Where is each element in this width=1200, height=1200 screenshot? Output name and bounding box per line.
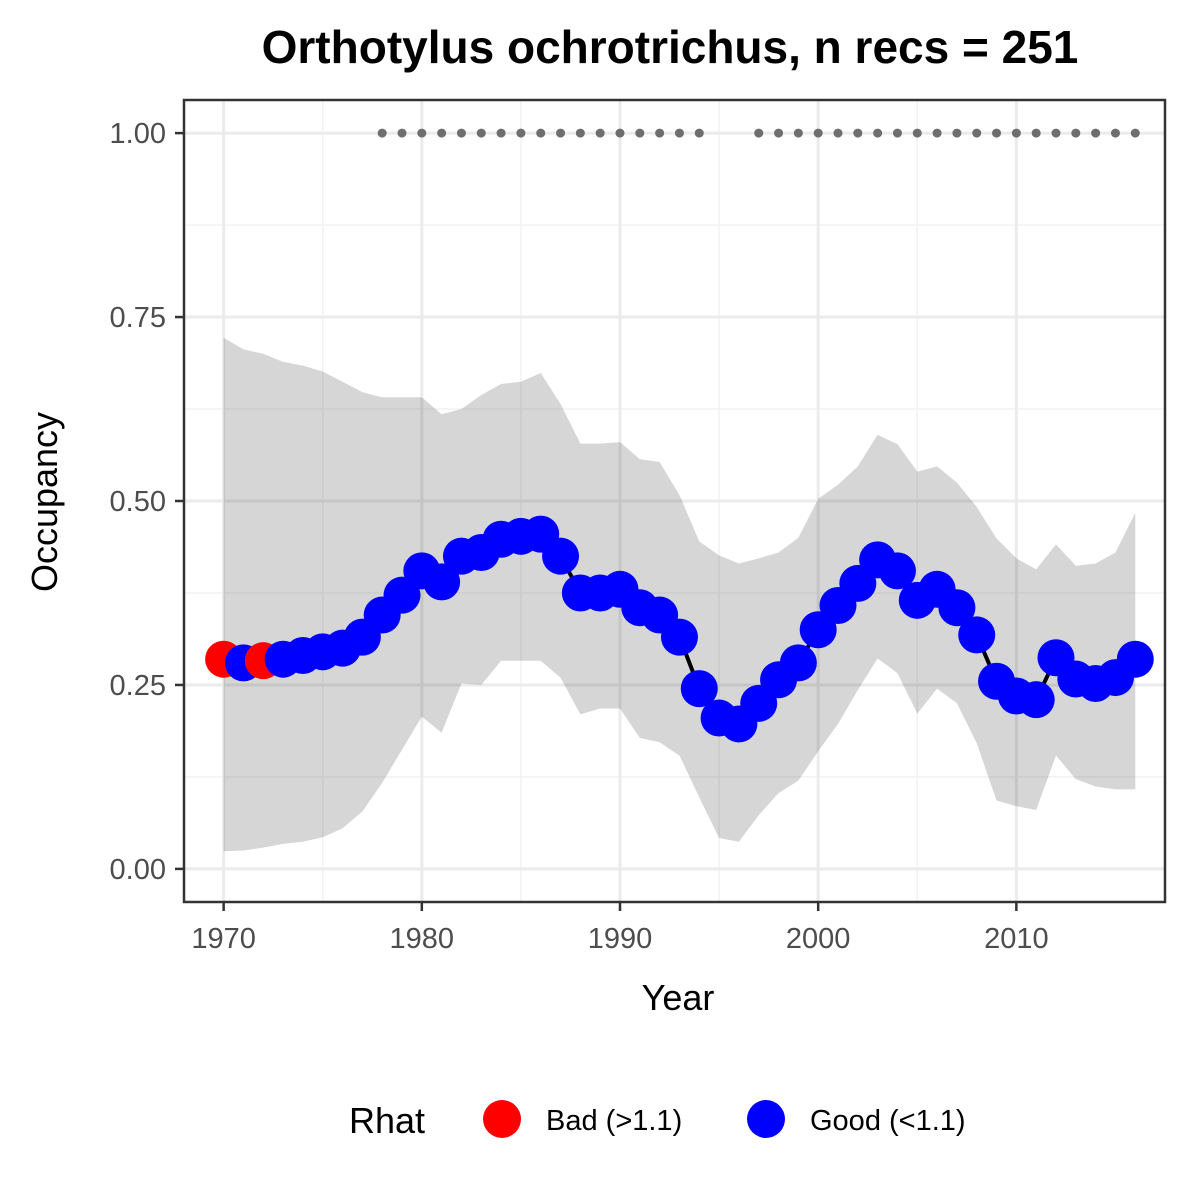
record-year-point (674, 128, 684, 138)
x-tick-label: 1970 (191, 923, 256, 955)
record-year-point (1130, 128, 1140, 138)
occupancy-point-good (680, 670, 718, 708)
record-year-point (437, 128, 447, 138)
y-tick-label: 0.00 (110, 854, 166, 886)
record-year-point (932, 128, 942, 138)
record-year-point (575, 128, 585, 138)
record-year-point (1031, 128, 1041, 138)
occupancy-point-good (423, 563, 461, 601)
record-year-point (1071, 128, 1081, 138)
record-year-point (516, 128, 526, 138)
record-year-point (1091, 128, 1101, 138)
record-year-point (476, 128, 486, 138)
record-year-point (1110, 128, 1120, 138)
plot-area (182, 98, 1167, 904)
record-year-point (793, 128, 803, 138)
record-year-point (456, 128, 466, 138)
record-year-point (754, 128, 764, 138)
record-year-point (1011, 128, 1021, 138)
y-tick-label: 0.75 (110, 302, 166, 334)
record-year-point (595, 128, 605, 138)
record-year-point (972, 128, 982, 138)
occupancy-point-good (779, 644, 817, 682)
record-year-point (774, 128, 784, 138)
occupancy-point-good (660, 618, 698, 656)
x-tick-label: 1980 (390, 923, 455, 955)
record-year-point (496, 128, 506, 138)
legend-key-bad (483, 1100, 521, 1138)
x-axis-title: Year (642, 977, 715, 1018)
x-tick-label: 2010 (984, 923, 1049, 955)
record-year-point (635, 128, 645, 138)
record-year-point (655, 128, 665, 138)
occupancy-point-good (958, 616, 996, 654)
legend-label-bad: Bad (>1.1) (546, 1105, 682, 1137)
x-axis: 1970 1980 1990 2000 2010 (191, 902, 1049, 955)
legend-label-good: Good (<1.1) (810, 1105, 966, 1137)
record-year-point (892, 128, 902, 138)
record-year-point (377, 128, 387, 138)
record-year-point (833, 128, 843, 138)
credible-interval-ribbon (223, 337, 1136, 852)
record-year-point (694, 128, 704, 138)
legend-key-good (747, 1100, 785, 1138)
y-tick-label: 1.00 (110, 118, 166, 150)
chart-title: Orthotylus ochrotrichus, n recs = 251 (262, 21, 1079, 73)
record-year-point (417, 128, 427, 138)
record-year-point (813, 128, 823, 138)
occupancy-point-good (1116, 640, 1154, 678)
x-tick-label: 2000 (786, 923, 851, 955)
record-year-point (615, 128, 625, 138)
y-axis: 0.00 0.25 0.50 0.75 1.00 (110, 118, 184, 886)
occupancy-point-good (878, 552, 916, 590)
y-tick-label: 0.25 (110, 670, 166, 702)
record-year-point (992, 128, 1002, 138)
record-year-point (873, 128, 883, 138)
occupancy-point-good (1017, 681, 1055, 719)
record-year-point (952, 128, 962, 138)
record-year-point (912, 128, 922, 138)
x-tick-label: 1990 (588, 923, 653, 955)
y-axis-title: Occupancy (24, 412, 65, 592)
y-tick-label: 0.50 (110, 486, 166, 518)
record-year-point (536, 128, 546, 138)
record-year-point (556, 128, 566, 138)
record-year-point (853, 128, 863, 138)
occupancy-point-good (542, 537, 580, 575)
occupancy-point-good (938, 589, 976, 627)
legend: Rhat Bad (>1.1) Good (<1.1) (349, 1100, 966, 1141)
legend-title: Rhat (349, 1100, 425, 1141)
record-year-point (1051, 128, 1061, 138)
record-year-point (397, 128, 407, 138)
